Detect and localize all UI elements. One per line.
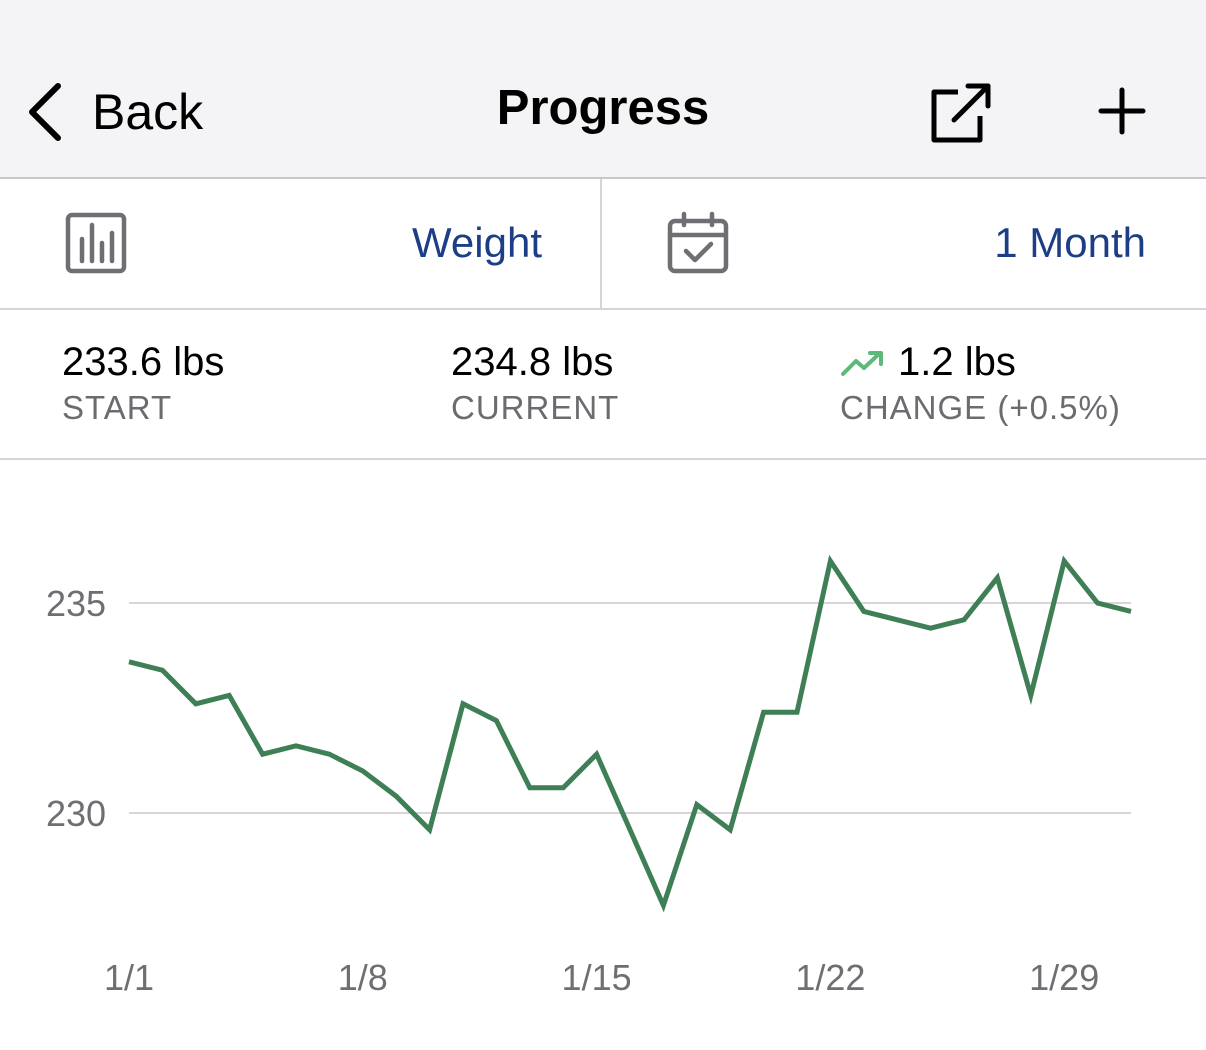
x-tick-label: 1/22 <box>795 957 865 998</box>
trending-up-icon <box>841 350 883 376</box>
bar-chart-icon <box>65 212 127 274</box>
share-button[interactable] <box>922 78 998 146</box>
x-tick-label: 1/1 <box>104 957 154 998</box>
weight-line-chart: 230 235 1/1 1/8 1/15 1/22 1/29 <box>46 554 1132 998</box>
start-stat: 233.6 lbs START <box>62 340 224 427</box>
metric-selector[interactable]: Weight <box>0 179 600 308</box>
weight-series-line <box>128 554 1132 913</box>
y-tick-label: 230 <box>46 793 106 834</box>
plus-icon <box>1098 87 1146 135</box>
x-tick-label: 1/29 <box>1029 957 1099 998</box>
change-value: 1.2 lbs <box>898 340 1016 384</box>
navigation-bar: Back Progress <box>0 0 1206 179</box>
selector-row: Weight 1 Month <box>0 179 1206 310</box>
weight-chart: 230 235 1/1 1/8 1/15 1/22 1/29 <box>0 460 1206 1050</box>
selector-divider <box>600 179 602 308</box>
page-title: Progress <box>496 81 710 135</box>
stats-row: 233.6 lbs START 234.8 lbs CURRENT 1.2 lb… <box>0 310 1206 460</box>
share-external-icon <box>931 83 991 143</box>
x-tick-label: 1/15 <box>562 957 632 998</box>
current-value: 234.8 lbs <box>451 340 614 384</box>
change-stat: 1.2 lbs CHANGE (+0.5%) <box>840 340 1121 427</box>
range-label: 1 Month <box>994 219 1146 266</box>
current-label: CURRENT <box>451 389 620 426</box>
current-stat: 234.8 lbs CURRENT <box>451 340 619 427</box>
metric-label: Weight <box>412 219 542 266</box>
change-label: CHANGE (+0.5%) <box>840 389 1121 426</box>
calendar-check-icon <box>667 211 729 274</box>
range-selector[interactable]: 1 Month <box>602 179 1206 308</box>
back-button[interactable]: Back <box>24 72 203 152</box>
start-label: START <box>62 389 173 426</box>
chevron-left-icon <box>29 83 61 141</box>
start-value: 233.6 lbs <box>62 340 225 384</box>
add-button[interactable] <box>1092 80 1152 140</box>
y-tick-label: 235 <box>46 583 106 624</box>
back-label: Back <box>92 84 204 140</box>
x-tick-label: 1/8 <box>338 957 388 998</box>
